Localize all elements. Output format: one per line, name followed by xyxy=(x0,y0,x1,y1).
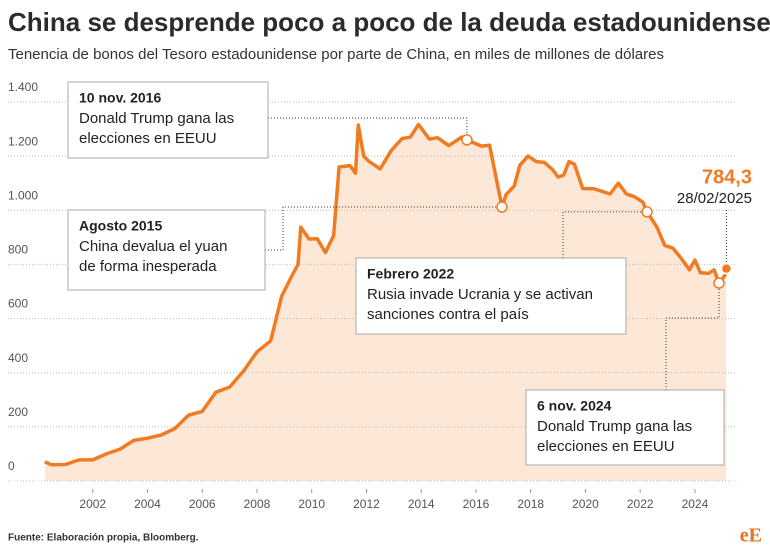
x-tick-label: 2010 xyxy=(298,497,325,511)
annotation-text: Donald Trump gana las xyxy=(537,418,692,435)
annotation-connector xyxy=(265,206,502,251)
y-tick-label: 1.400 xyxy=(8,80,38,94)
annotation-text: Rusia invade Ucrania y se activan xyxy=(367,286,593,303)
annotation-text: elecciones en EEUU xyxy=(537,438,675,455)
annotation-box xyxy=(525,389,725,466)
y-tick-label: 400 xyxy=(8,351,28,365)
annotation-text: China devalua el yuan xyxy=(79,238,227,255)
y-tick-label: 1.200 xyxy=(8,134,38,148)
y-tick-label: 800 xyxy=(8,243,28,257)
annotation-connector xyxy=(268,117,468,140)
x-tick-label: 2006 xyxy=(189,497,216,511)
logo: eE xyxy=(740,525,762,547)
annotation-text: Donald Trump gana las xyxy=(79,110,234,127)
annotation-point xyxy=(713,277,725,289)
y-tick-label: 1.000 xyxy=(8,188,38,202)
x-tick-label: 2002 xyxy=(79,497,106,511)
x-tick-label: 2008 xyxy=(244,497,271,511)
annotation-point xyxy=(461,134,473,146)
y-tick-label: 200 xyxy=(8,405,28,419)
annotation-connector xyxy=(562,211,648,258)
annotation-title: Febrero 2022 xyxy=(367,266,454,282)
end-date-label: 28/02/2025 xyxy=(677,190,752,207)
end-value-label: 784,3 xyxy=(702,166,752,188)
annotation-text: elecciones en EEUU xyxy=(79,130,217,147)
annotation-point xyxy=(496,201,508,213)
annotation-text: de forma inesperada xyxy=(79,258,217,275)
annotation-title: Agosto 2015 xyxy=(79,218,162,234)
annotation-box xyxy=(67,209,266,291)
chart-title: China se desprende poco a poco de la deu… xyxy=(8,7,770,37)
y-tick-label: 0 xyxy=(8,459,15,473)
annotation-point xyxy=(641,206,653,218)
annotation-box xyxy=(355,257,627,335)
annotation-connector xyxy=(665,283,720,390)
y-tick-label: 600 xyxy=(8,297,28,311)
line xyxy=(44,122,729,467)
x-tick-label: 2024 xyxy=(682,497,709,511)
x-tick-label: 2004 xyxy=(134,497,161,511)
end-point xyxy=(720,262,733,275)
x-tick-label: 2014 xyxy=(408,497,435,511)
x-tick-label: 2018 xyxy=(517,497,544,511)
annotation-title: 6 nov. 2024 xyxy=(537,398,612,414)
x-tick-label: 2012 xyxy=(353,497,380,511)
annotation-title: 10 nov. 2016 xyxy=(79,90,161,106)
x-tick-label: 2022 xyxy=(627,497,654,511)
source: Fuente: Elaboración propia, Bloomberg. xyxy=(8,533,199,544)
annotation-text: sanciones contra el país xyxy=(367,306,529,323)
chart-subtitle: Tenencia de bonos del Tesoro estadounide… xyxy=(8,46,664,63)
x-tick-label: 2016 xyxy=(463,497,490,511)
annotation-box xyxy=(67,81,269,159)
x-tick-label: 2020 xyxy=(572,497,599,511)
